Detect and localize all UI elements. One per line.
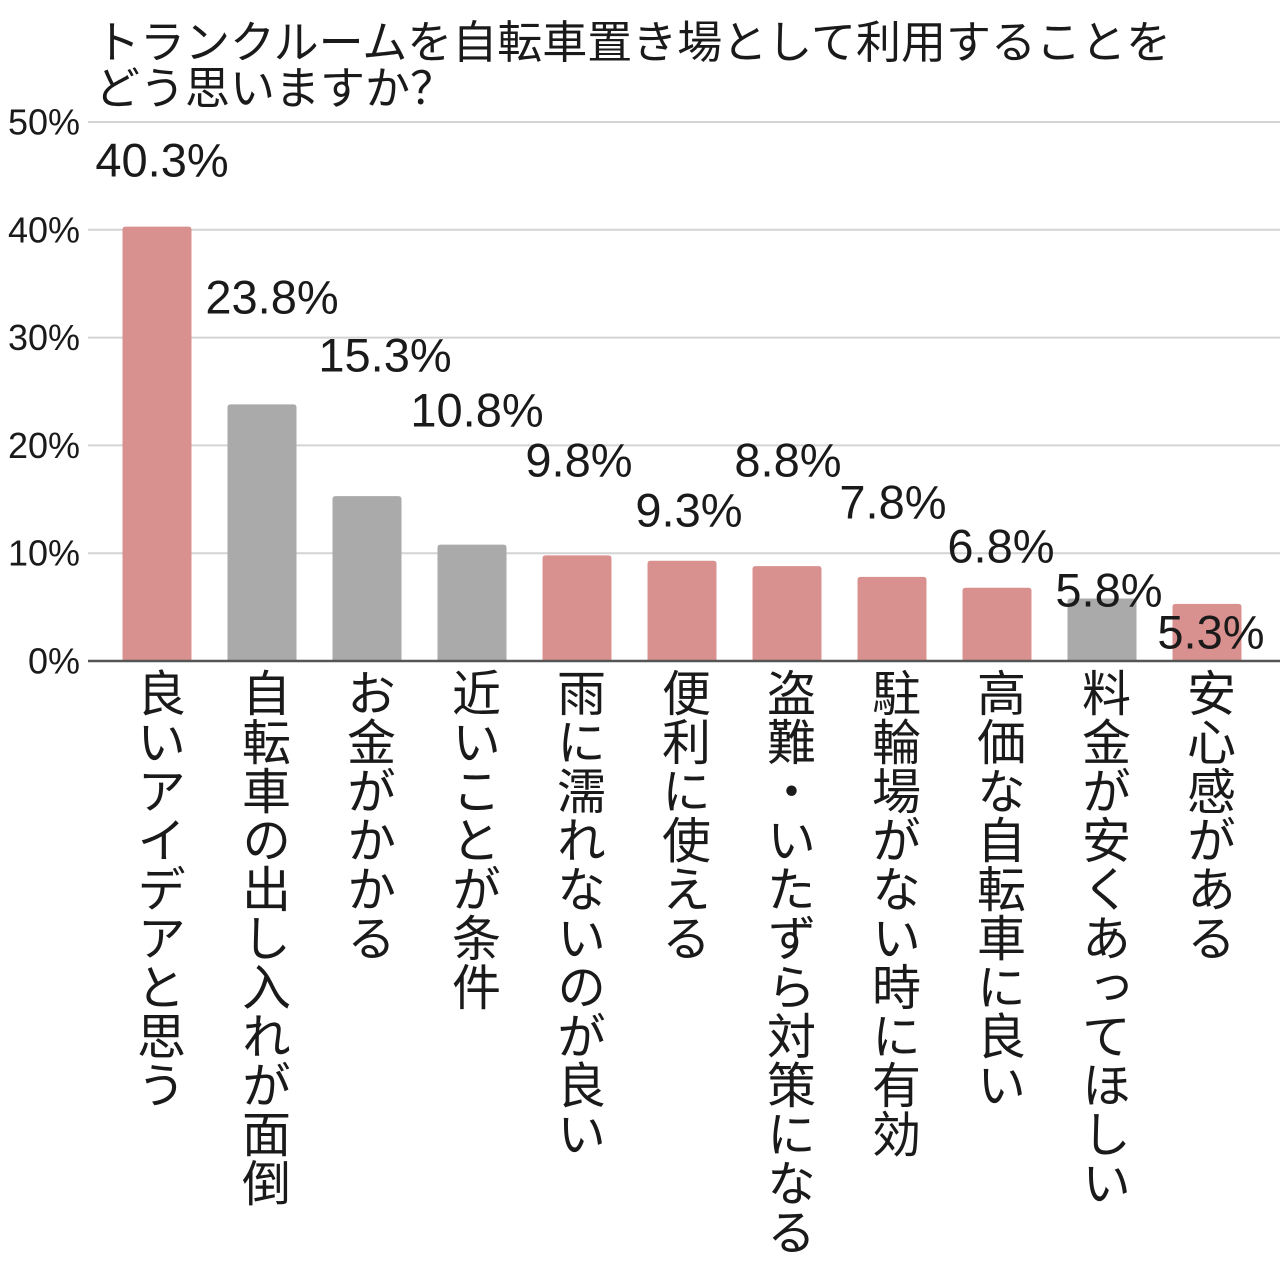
bars (122, 226, 1242, 662)
value-label-6: 9.3% (635, 484, 742, 537)
y-tick-label-30: 30% (8, 317, 80, 358)
category-label-6: 便利に使える (654, 668, 711, 962)
category-label-9: 高価な自転車に良い (969, 668, 1026, 1109)
bar-11 (1172, 603, 1242, 661)
y-tick-label-10: 10% (8, 533, 80, 574)
value-label-5: 9.8% (525, 434, 632, 487)
category-label-5: 雨に濡れないのが良い (549, 668, 606, 1158)
category-label-2: 自転車の出し入れが面倒 (234, 668, 291, 1207)
bar-6 (647, 560, 717, 661)
value-label-7: 8.8% (734, 434, 841, 487)
y-tick-label-50: 50% (8, 102, 80, 143)
y-tick-label-20: 20% (8, 425, 80, 466)
bar-4 (437, 544, 507, 661)
category-label-11: 安心感がある (1179, 668, 1236, 962)
value-label-9: 6.8% (947, 520, 1054, 573)
chart-title: トランクルームを自転車置き場として利用することを どう思いますか？ (95, 16, 1171, 115)
category-label-3: お金がかかる (339, 668, 396, 962)
y-tick-label-0: 0% (28, 641, 80, 682)
category-label-7: 盗難・いたずら対策になる (759, 668, 816, 1256)
bar-10 (1067, 598, 1137, 661)
bar-1 (122, 226, 192, 662)
y-axis-tick-labels: 0% 10% 20% 30% 40% 50% (8, 102, 80, 682)
bar-5 (542, 555, 612, 661)
category-label-8: 駐輪場がない時に有効 (864, 668, 921, 1158)
bar-3 (332, 496, 402, 661)
value-label-10: 5.8% (1055, 564, 1162, 617)
value-label-11: 5.3% (1157, 606, 1264, 659)
value-label-3: 15.3% (318, 329, 451, 382)
category-label-4: 近いことが条件 (444, 668, 501, 1011)
value-labels: 40.3% 23.8%15.3%10.8%9.8%9.3%8.8%7.8%6.8%… (95, 134, 1264, 659)
bar-8 (857, 576, 927, 661)
value-label-8: 7.8% (839, 476, 946, 529)
bar-2 (227, 404, 297, 661)
category-label-10: 料金が安くあってほしい (1074, 668, 1131, 1207)
bar-9 (962, 587, 1032, 661)
value-label-2: 23.8% (205, 271, 338, 324)
value-label-4: 10.8% (410, 384, 543, 437)
category-label-1: 良いアイデアと思う (129, 668, 186, 1109)
bar-7 (752, 566, 822, 661)
y-tick-label-40: 40% (8, 209, 80, 250)
value-label-1: 40.3% (95, 134, 228, 187)
